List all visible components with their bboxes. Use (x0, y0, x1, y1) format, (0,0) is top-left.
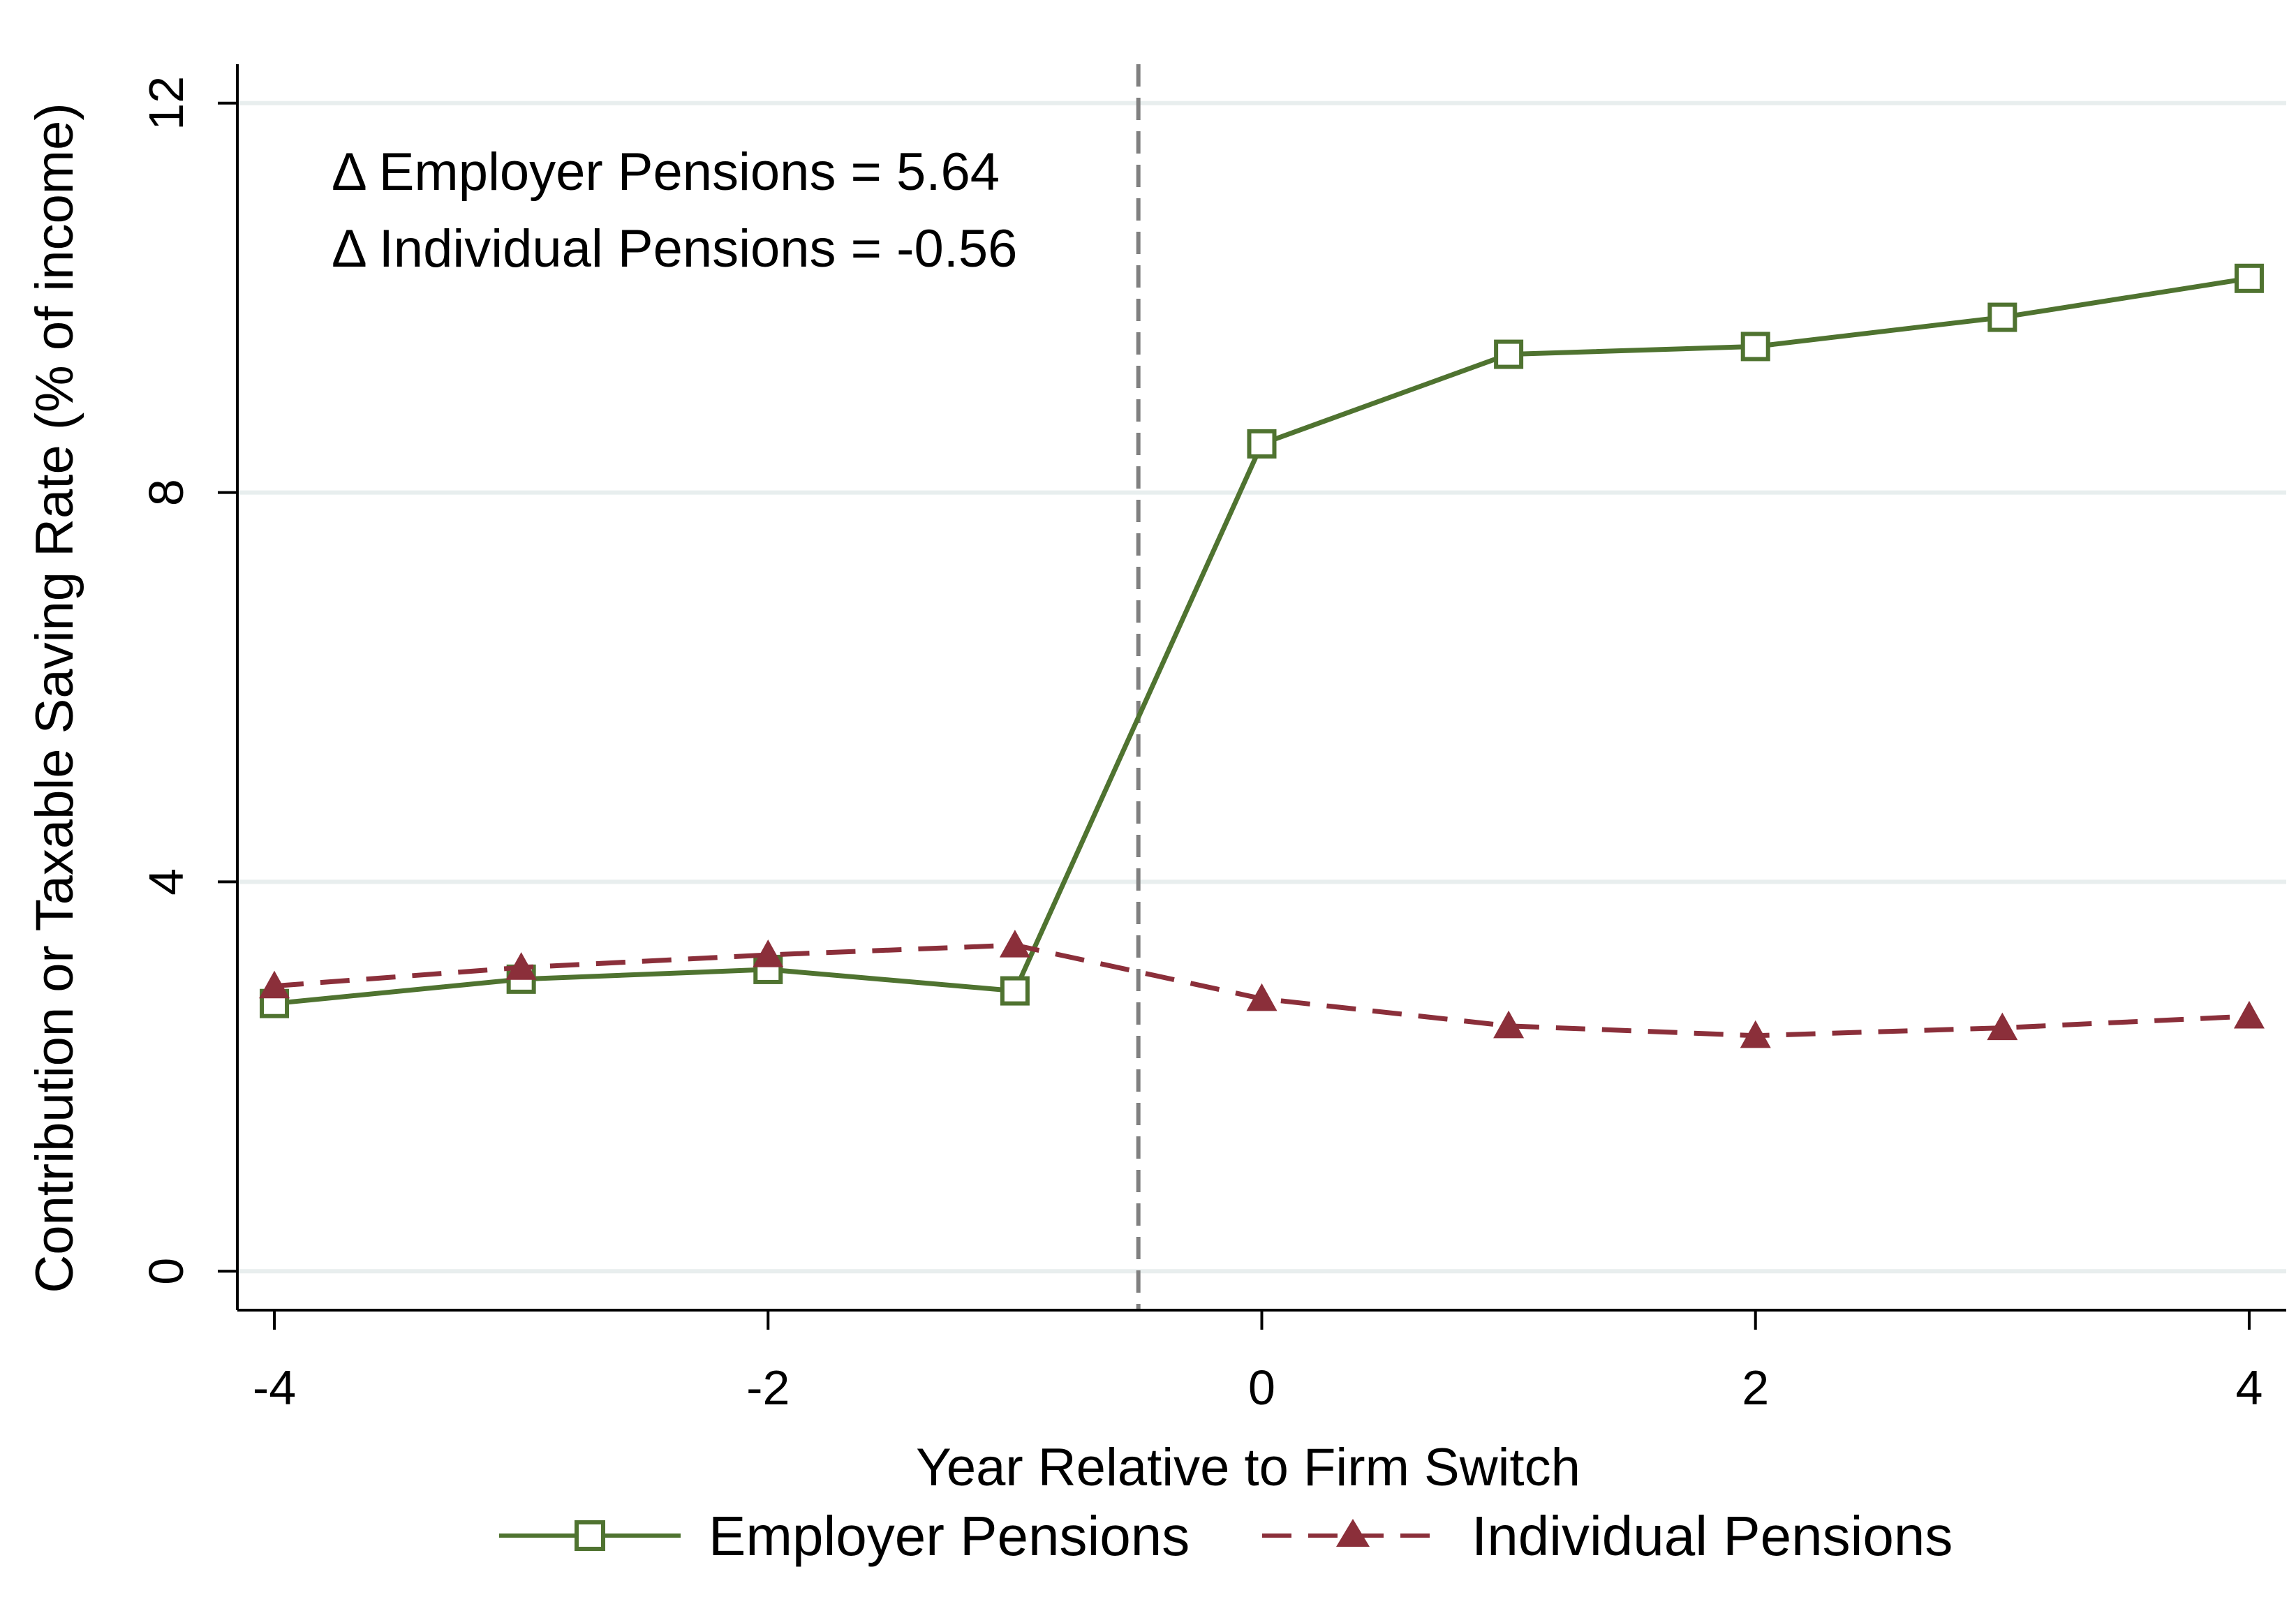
x-tick-label--4: -4 (253, 1360, 296, 1415)
y-tick-label-4: 4 (139, 868, 193, 896)
legend-label-individual-pensions: Individual Pensions (1472, 1505, 1953, 1567)
point-employer-pensions-2 (1740, 332, 1770, 362)
series-line-employer-pensions (274, 276, 2250, 1007)
point-employer-pensions-3 (1987, 302, 2017, 332)
x-tick-label-4: 4 (2235, 1360, 2262, 1415)
series-layer (259, 263, 2265, 1048)
point-individual-pensions--1 (999, 930, 1030, 958)
y-tick-label-12: 12 (139, 76, 193, 131)
legend-entry-employer-pensions: Employer Pensions (499, 1505, 1190, 1567)
axes: 0 4 8 12 -4 -2 0 2 4 (139, 64, 2286, 1415)
annotation-employer: Δ Employer Pensions = 5.64 (332, 142, 1000, 202)
point-employer-pensions-1 (1494, 339, 1524, 369)
x-tick-label--2: -2 (746, 1360, 790, 1415)
legend-entry-individual-pensions: Individual Pensions (1262, 1505, 1953, 1567)
y-axis-title: Contribution or Taxable Saving Rate (% o… (25, 103, 84, 1293)
legend-marker-individual-pensions (1336, 1519, 1370, 1547)
point-individual-pensions-4 (2233, 1000, 2265, 1029)
point-employer-pensions--1 (1000, 976, 1030, 1006)
point-individual-pensions--3 (505, 952, 537, 980)
annotation-individual: Δ Individual Pensions = -0.56 (332, 219, 1017, 279)
point-individual-pensions--4 (259, 970, 290, 999)
x-axis-title: Year Relative to Firm Switch (916, 1438, 1580, 1497)
legend: Employer Pensions Individual Pensions (499, 1505, 1953, 1567)
point-employer-pensions-0 (1247, 429, 1277, 459)
y-tick-label-8: 8 (139, 479, 193, 506)
point-employer-pensions-4 (2234, 263, 2264, 293)
point-individual-pensions-0 (1246, 983, 1277, 1011)
series-employer-pensions (260, 263, 2264, 1018)
x-tick-label-2: 2 (1742, 1360, 1769, 1415)
point-individual-pensions-3 (1987, 1012, 2018, 1041)
series-individual-pensions (259, 930, 2265, 1048)
annotation-box: Δ Employer Pensions = 5.64 Δ Individual … (332, 142, 1017, 279)
legend-marker-employer-pensions (575, 1520, 605, 1551)
point-individual-pensions--2 (753, 939, 784, 967)
point-individual-pensions-1 (1493, 1010, 1525, 1039)
legend-label-employer-pensions: Employer Pensions (709, 1505, 1190, 1567)
x-tick-label-0: 0 (1248, 1360, 1275, 1415)
point-individual-pensions-2 (1740, 1020, 1771, 1048)
gridlines (237, 101, 2286, 1274)
y-tick-label-0: 0 (139, 1258, 193, 1285)
